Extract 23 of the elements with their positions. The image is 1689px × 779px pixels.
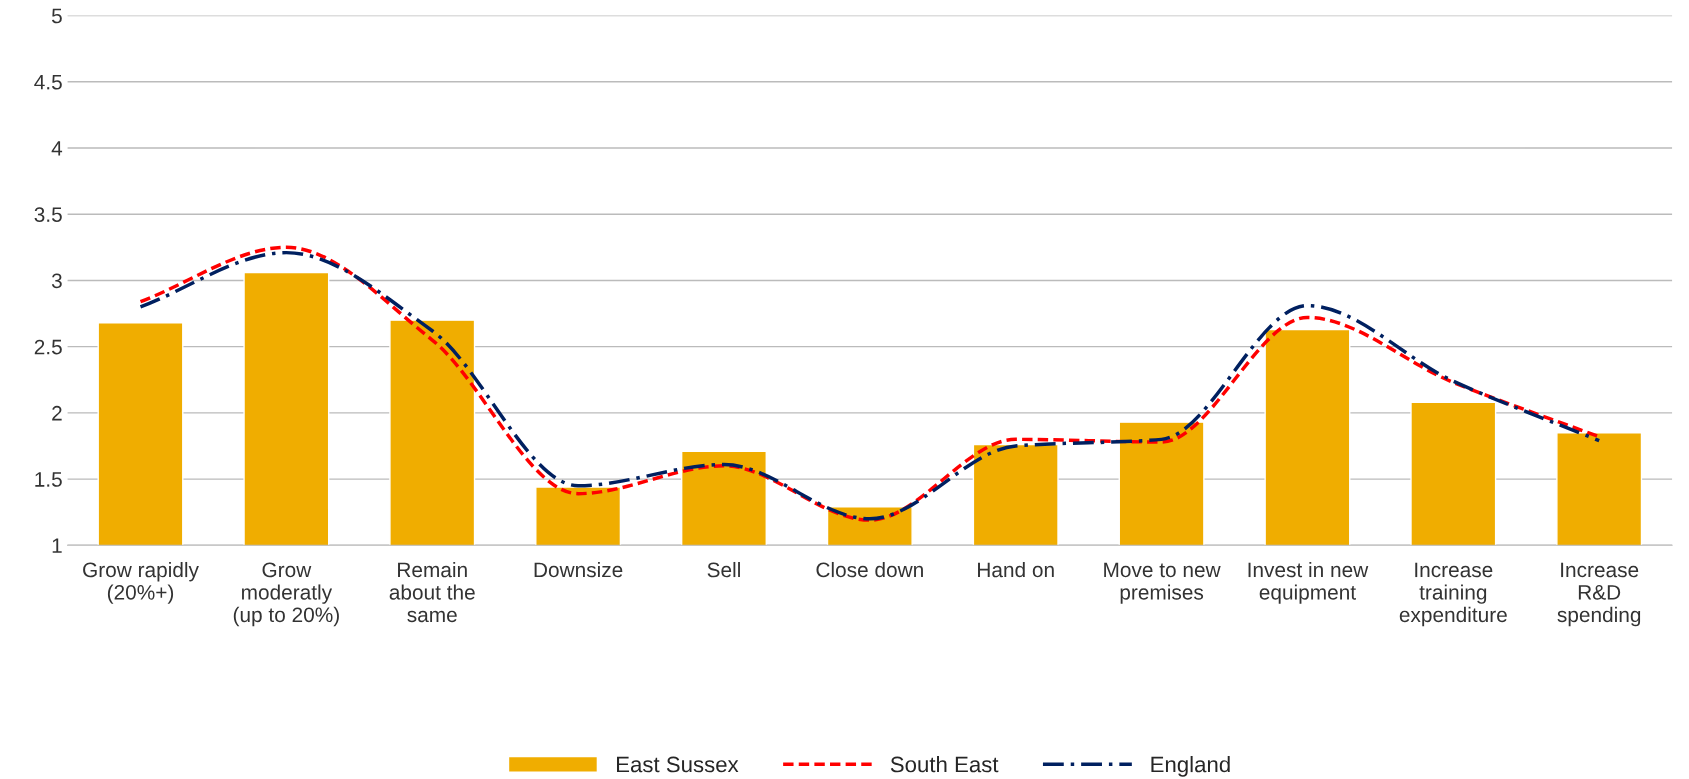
y-tick-label: 4.5 [34,75,62,90]
y-tick-label: 2 [52,405,62,421]
x-tick-label: Move to new premises [1104,562,1221,604]
legend-label: South East [890,756,999,773]
x-tick-label: Grow rapidly (20%+) [83,561,199,604]
legend-label: England [1151,756,1230,777]
x-tick-label: Increase R&D spending [1557,562,1641,627]
x-tick-label: Sell [707,561,740,578]
legend-label: East Sussex [617,756,739,773]
y-tick-label: 5 [51,8,62,24]
y-tick-label: 3.5 [34,207,62,222]
y-tick-label: 1 [52,538,62,553]
x-tick-label: Increase training expenditure [1399,562,1507,627]
y-tick-label: 2.5 [34,339,62,355]
x-tick-label: Close down [816,561,923,578]
x-tick-label: Grow moderatly (up to 20%) [233,562,339,627]
y-tick-label: 3 [51,273,62,289]
y-tick-label: 1.5 [35,472,62,487]
x-tick-label: Invest in new equipment [1248,561,1369,604]
x-tick-label: Remain about the same [389,561,475,623]
x-tick-label: Hand on [978,561,1054,578]
y-tick-label: 4 [51,141,63,156]
x-tick-label: Downsize [534,561,623,578]
